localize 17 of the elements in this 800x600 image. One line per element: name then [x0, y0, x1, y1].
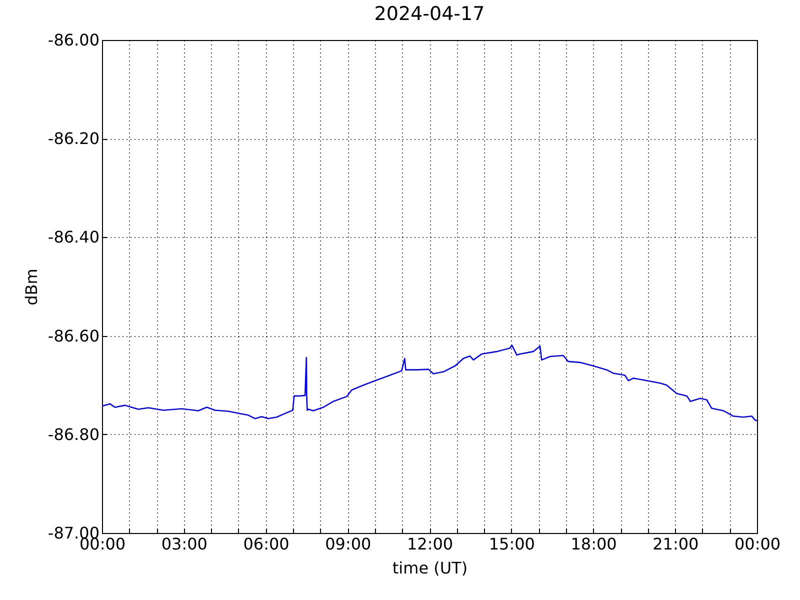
- y-tick-label: -86.20: [48, 129, 100, 148]
- x-axis-title: time (UT): [392, 558, 468, 578]
- y-axis-title: dBm: [22, 268, 41, 306]
- x-tick-label: 00:00: [734, 534, 781, 554]
- line-series: [102, 344, 757, 422]
- y-tick-label: -86.00: [48, 30, 100, 50]
- x-tick-label: 18:00: [570, 534, 617, 554]
- x-tick-label: 15:00: [488, 534, 535, 554]
- y-tick-label: -86.80: [48, 424, 100, 444]
- y-tick-label: -86.60: [48, 326, 100, 346]
- x-tick-label: 09:00: [325, 534, 372, 554]
- x-tick-label: 06:00: [243, 534, 290, 554]
- x-tick-label: 21:00: [652, 534, 699, 554]
- x-tick-label: 12:00: [406, 534, 454, 554]
- y-tick-label: -86.40: [48, 228, 100, 247]
- chart-title: 2024-04-17: [374, 3, 485, 25]
- x-tick-label: 03:00: [161, 534, 208, 554]
